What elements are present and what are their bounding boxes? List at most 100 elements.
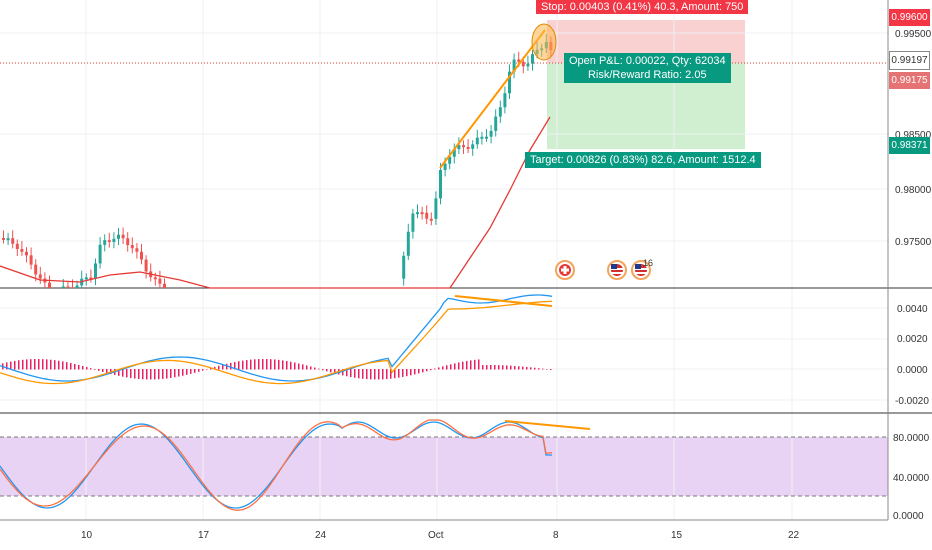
highlight-circle[interactable] (531, 23, 557, 61)
histogram-bar (394, 369, 396, 379)
histogram-bar (530, 367, 532, 370)
candle-body (15, 243, 19, 250)
event-marker-us-flag-stack[interactable] (631, 260, 651, 280)
candle-body (38, 274, 42, 279)
macd-tick: 0.0000 (897, 365, 928, 376)
candle-body (135, 248, 139, 252)
histogram-bar (398, 369, 400, 378)
histogram-bar (506, 365, 508, 370)
grid-lines (0, 0, 888, 520)
stoch-tick: 80.0000 (893, 433, 930, 444)
price-tick: 0.99500 (895, 29, 932, 40)
histogram-bar (162, 369, 164, 379)
histogram-bar (98, 369, 100, 371)
candle-body (121, 234, 125, 239)
histogram-bar (366, 369, 368, 380)
histogram-bar (474, 359, 476, 370)
histogram-bar (358, 369, 360, 379)
candle-body (462, 145, 465, 148)
histogram-bar (186, 369, 188, 375)
stoch-band (0, 437, 888, 496)
histogram-bar (6, 362, 8, 370)
histogram-bar (482, 365, 484, 370)
trendline[interactable] (439, 29, 546, 169)
event-marker-us-flag[interactable] (607, 260, 627, 280)
histogram-bar (150, 369, 152, 380)
histogram-bar (490, 365, 492, 370)
histogram-bar (242, 360, 244, 370)
histogram-bar (254, 359, 256, 370)
stop-label[interactable]: Stop: 0.00403 (0.41%) 40.3, Amount: 750 (536, 0, 749, 14)
price-tick: 0.97500 (895, 237, 932, 248)
histogram-bar (58, 360, 60, 370)
macd-divergence-line[interactable] (454, 295, 553, 307)
candle-body (489, 130, 493, 137)
candle-body (420, 212, 424, 215)
histogram-bar (406, 369, 408, 377)
stoch-tick: 0.0000 (893, 511, 924, 522)
histogram-bar (514, 365, 516, 370)
candle-body (11, 238, 15, 244)
entry-price-tag: 0.99175 (889, 72, 930, 89)
histogram-bar (478, 359, 480, 370)
pnl-label[interactable]: Open P&L: 0.00022, Qty: 62034 Risk/Rewar… (564, 53, 731, 83)
time-tick: 8 (553, 530, 559, 541)
histogram-bar (534, 367, 536, 370)
histogram-bar (78, 364, 80, 370)
histogram-bar (546, 369, 548, 370)
histogram-bar (430, 369, 432, 371)
histogram-bar (194, 369, 196, 373)
candle-body (103, 240, 107, 245)
histogram-bar (442, 366, 444, 370)
histogram-bar (458, 362, 460, 370)
histogram-bar (342, 369, 344, 376)
histogram-bar (234, 362, 236, 370)
histogram-bar (434, 368, 436, 370)
histogram-bar (326, 369, 328, 372)
histogram-bar (350, 369, 352, 378)
histogram-bar (290, 361, 292, 370)
histogram-bar (94, 369, 96, 370)
candle-body (20, 249, 24, 252)
stop-price-tag: 0.99600 (889, 9, 930, 26)
histogram-bar (466, 360, 468, 370)
histogram-bar (134, 369, 136, 379)
histogram-bar (354, 369, 356, 378)
histogram-bar (410, 369, 412, 376)
event-marker-health[interactable] (555, 260, 575, 280)
histogram-bar (230, 362, 232, 370)
candle-body (71, 287, 74, 288)
histogram-bar (170, 369, 172, 378)
target-label[interactable]: Target: 0.00826 (0.83%) 82.6, Amount: 15… (525, 152, 761, 168)
stoch-d-line (0, 419, 553, 511)
pnl-line1: Open P&L: 0.00022, Qty: 62034 (569, 55, 726, 67)
histogram-bar (390, 369, 392, 379)
histogram-bar (202, 369, 204, 371)
macd-tick: 0.0040 (897, 304, 928, 315)
candle-body (429, 218, 433, 221)
histogram-bar (286, 361, 288, 370)
histogram-bar (214, 366, 216, 370)
histogram-bar (262, 359, 264, 370)
histogram-bar (302, 364, 304, 370)
histogram-bar (294, 362, 296, 370)
histogram-bar (54, 360, 56, 370)
candle-body (66, 286, 70, 288)
histogram-bar (402, 369, 404, 377)
histogram-bar (38, 359, 40, 370)
histogram-bar (154, 369, 156, 380)
histogram-bar (122, 369, 124, 377)
target-price-tag: 0.98371 (889, 137, 930, 154)
macd-signal-line (0, 300, 553, 385)
candle-body (498, 107, 502, 117)
histogram-bar (190, 369, 192, 374)
histogram-bar (198, 369, 200, 372)
histogram-bar (274, 359, 276, 370)
histogram-bar (414, 369, 416, 375)
candle-body (48, 282, 51, 288)
stoch-divergence-line[interactable] (504, 420, 591, 430)
histogram-bar (462, 361, 464, 370)
candle-body (512, 59, 516, 72)
histogram-bar (46, 359, 48, 370)
